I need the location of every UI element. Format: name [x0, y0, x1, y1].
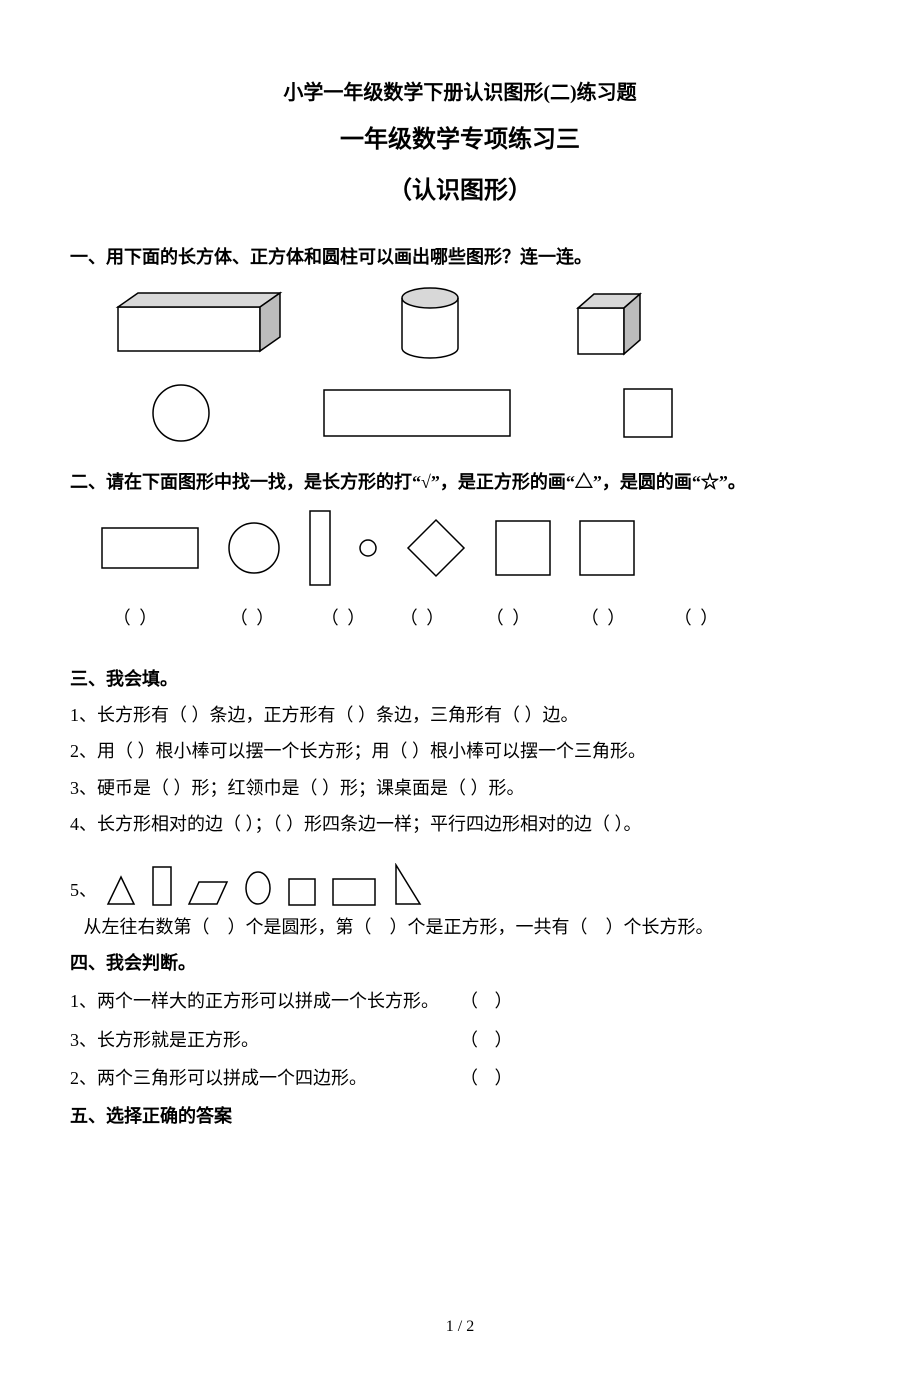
paren-slot-3[interactable]: （ ） [304, 602, 384, 634]
paren-slot-2[interactable]: （ ） [202, 602, 304, 634]
q3-5-text: 从左往右数第（ ）个是圆形，第（ ）个是正方形，一共有（ ）个长方形。 [70, 911, 850, 943]
cube-shape [570, 288, 650, 360]
q3-5-label: 5、 [70, 874, 97, 906]
section-2-heading: 二、请在下面图形中找一找，是长方形的打“√”，是正方形的画“△”，是圆的画“☆”… [70, 466, 850, 498]
q5-triangle [105, 873, 137, 907]
paren-slot-5[interactable]: （ ） [462, 602, 556, 634]
q3-4: 4、长方形相对的边（ ）；（ ）形四条边一样；平行四边形相对的边（ ）。 [70, 808, 850, 840]
rectangle-flat [322, 388, 512, 438]
q2-diamond [404, 516, 468, 580]
q2-rect-wide [100, 524, 200, 572]
judge-3-paren[interactable]: （ ） [460, 1062, 519, 1094]
q3-5-shapes-row: 5、 [70, 863, 850, 907]
q5-right-triangle [391, 863, 423, 907]
page-number: 1 / 2 [70, 1313, 850, 1342]
cuboid-shape [110, 289, 290, 359]
paren-slot-4[interactable]: （ ） [384, 602, 462, 634]
paren-slot-6[interactable]: （ ） [556, 602, 652, 634]
cylinder-shape [390, 284, 470, 364]
q2-rect-tall [308, 509, 332, 587]
doc-title-2: 一年级数学专项练习三 [70, 119, 850, 162]
judge-2-paren[interactable]: （ ） [460, 1024, 519, 1056]
doc-title-1: 小学一年级数学下册认识图形(二)练习题 [70, 75, 850, 111]
solids-row [110, 284, 850, 364]
q3-1: 1、长方形有（ ）条边，正方形有（ ）条边，三角形有（ ）边。 [70, 699, 850, 731]
shapes-row [100, 508, 850, 588]
judge-2-text: 3、长方形就是正方形。 [70, 1024, 460, 1056]
doc-title-3: （认识图形） [70, 170, 850, 213]
circle-flat [150, 382, 212, 444]
judge-1-text: 1、两个一样大的正方形可以拼成一个长方形。 [70, 985, 460, 1017]
section-3-heading: 三、我会填。 [70, 663, 850, 695]
judge-row-2: 3、长方形就是正方形。 （ ） [70, 1024, 850, 1056]
q2-circle [226, 520, 282, 576]
q5-oval [243, 869, 273, 907]
section-4-heading: 四、我会判断。 [70, 947, 850, 979]
q3-3: 3、硬币是（ ）形；红领巾是（ ）形；课桌面是（ ）形。 [70, 772, 850, 804]
judge-3-text: 2、两个三角形可以拼成一个四边形。 [70, 1062, 460, 1094]
judge-row-3: 2、两个三角形可以拼成一个四边形。 （ ） [70, 1062, 850, 1094]
paren-slot-1[interactable]: （ ） [70, 602, 202, 634]
judge-row-1: 1、两个一样大的正方形可以拼成一个长方形。 （ ） [70, 985, 850, 1017]
q5-rect-vert [151, 865, 173, 907]
q5-square [287, 877, 317, 907]
square-flat [622, 387, 674, 439]
judge-1-paren[interactable]: （ ） [460, 985, 519, 1017]
q2-circle-small [358, 538, 378, 558]
paren-row: （ ） （ ） （ ） （ ） （ ） （ ） （ ） [70, 602, 850, 634]
paren-slot-7[interactable]: （ ） [652, 602, 742, 634]
flats-row [150, 382, 850, 444]
section-1-heading: 一、用下面的长方体、正方体和圆柱可以画出哪些图形？连一连。 [70, 241, 850, 273]
q2-square-1 [494, 519, 552, 577]
q5-rect-horiz [331, 877, 377, 907]
q3-2: 2、用（ ）根小棒可以摆一个长方形；用（ ）根小棒可以摆一个三角形。 [70, 735, 850, 767]
q5-parallelogram [187, 879, 229, 907]
section-5-heading: 五、选择正确的答案 [70, 1100, 850, 1132]
q2-square-2 [578, 519, 636, 577]
